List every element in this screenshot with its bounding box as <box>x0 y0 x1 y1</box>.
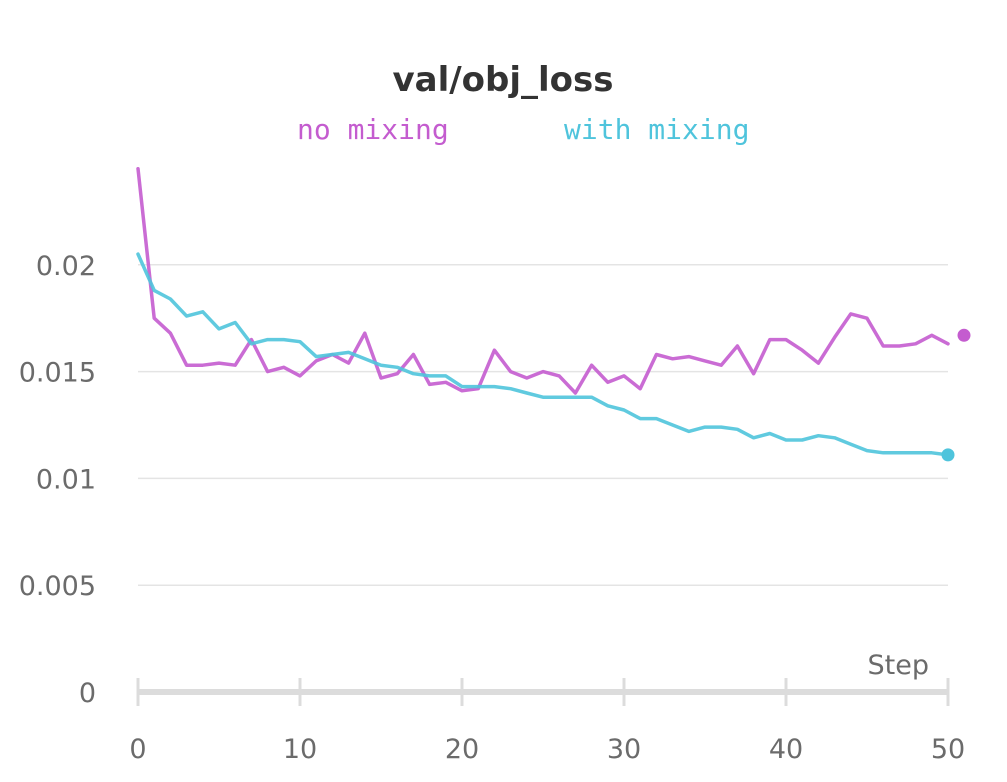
series-end-marker-with-mixing[interactable] <box>941 448 955 462</box>
grid-lines <box>138 264 948 586</box>
y-tick-label: 0 <box>79 678 96 709</box>
x-axis-label: Step <box>868 650 929 681</box>
y-axis: 0 0.005 0.01 0.015 0.02 <box>19 251 96 709</box>
y-tick-label: 0.005 <box>19 571 96 602</box>
series-layer <box>136 166 971 462</box>
series-line-with-mixing[interactable] <box>136 252 950 457</box>
legend-entry-with-mixing[interactable]: with mixing <box>564 113 749 146</box>
x-tick-label: 40 <box>769 734 803 765</box>
y-tick-label: 0.02 <box>36 251 96 282</box>
x-tick-label: 0 <box>129 734 146 765</box>
y-tick-label: 0.01 <box>36 464 96 495</box>
series-line-no-mixing[interactable] <box>136 166 950 395</box>
series-end-marker-no-mixing[interactable] <box>957 328 971 342</box>
y-tick-label: 0.015 <box>19 358 96 389</box>
chart-title: val/obj_loss <box>392 60 613 100</box>
x-tick-label: 50 <box>931 734 965 765</box>
x-tick-label: 10 <box>283 734 317 765</box>
x-tick-label: 20 <box>445 734 479 765</box>
chart-legend: no mixing with mixing <box>297 113 749 146</box>
legend-entry-no-mixing[interactable]: no mixing <box>297 113 449 146</box>
x-axis: 0 10 20 30 40 50 <box>129 678 965 765</box>
x-tick-label: 30 <box>607 734 641 765</box>
